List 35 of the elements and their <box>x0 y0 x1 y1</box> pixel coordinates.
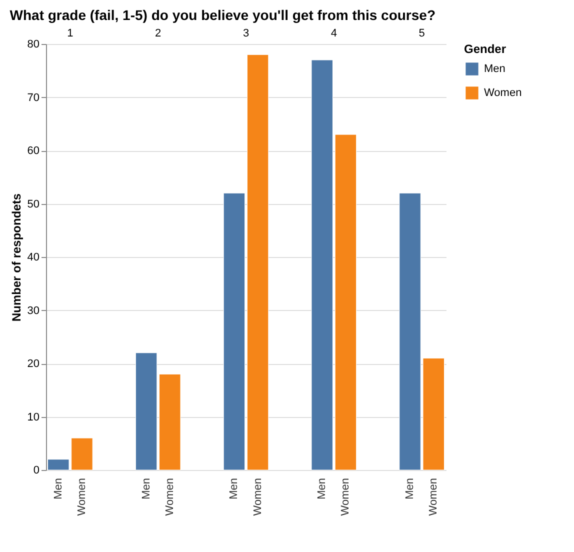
text: Women <box>252 478 264 516</box>
text: Men <box>228 478 240 500</box>
y-axis-title: Number of respondets <box>9 193 24 322</box>
text: Women <box>340 478 352 516</box>
y-tick-label: 30 <box>27 304 40 317</box>
text: Women <box>164 478 176 516</box>
y-tick-label: 10 <box>27 411 40 424</box>
y-tick-label: 40 <box>27 252 40 264</box>
x-tick-label: 3 <box>242 28 250 40</box>
text: Women <box>76 478 88 516</box>
y-tick-label: 70 <box>27 92 40 104</box>
legend-label: Men <box>484 63 506 75</box>
x-tick-label: 1 <box>67 28 74 40</box>
y-tick-label: 20 <box>27 358 40 370</box>
y-tick-label: 0 <box>33 464 40 476</box>
legend-label: Women <box>484 87 522 99</box>
text: Men <box>404 478 416 500</box>
y-tick-label: 50 <box>27 198 40 210</box>
bar <box>246 54 269 470</box>
y-tick-label: 80 <box>27 38 40 50</box>
text: Men <box>52 478 64 500</box>
bar <box>223 192 246 470</box>
x-tick-label: 4 <box>330 28 337 40</box>
x-tick-label: 5 <box>418 28 425 40</box>
y-tick-label: 60 <box>27 145 40 157</box>
text: Women <box>428 478 440 516</box>
bar <box>135 352 158 470</box>
bar <box>311 60 333 470</box>
bar <box>334 134 357 470</box>
x-tick-label: 2 <box>155 28 162 40</box>
bar <box>159 374 181 470</box>
legend-title: Gender <box>464 42 506 56</box>
text: Men <box>316 478 328 500</box>
chart-title: What grade (fail, 1-5) do you believe you'll get from this course? <box>10 7 436 23</box>
text: Men <box>140 478 152 500</box>
